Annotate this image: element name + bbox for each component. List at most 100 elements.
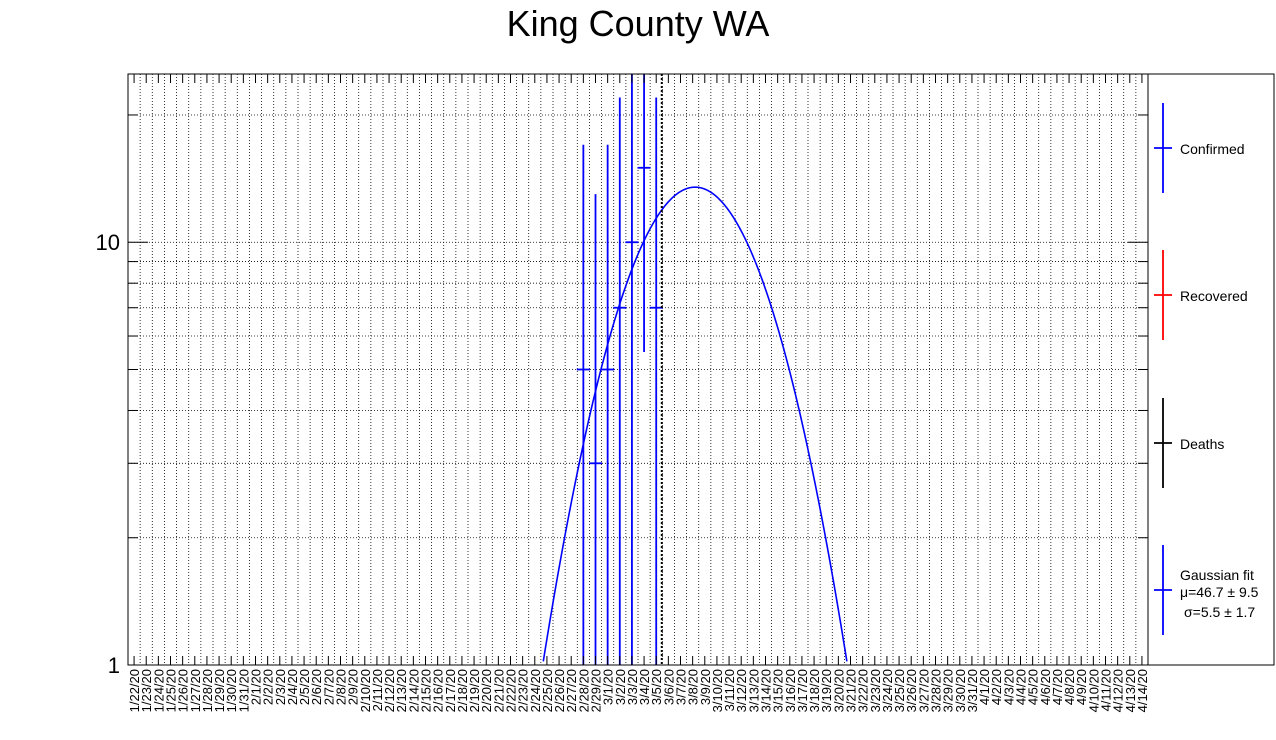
x-tick-label: 3/27/20	[916, 669, 931, 712]
x-tick-label: 3/31/20	[965, 669, 980, 712]
x-tick-label: 2/22/20	[504, 669, 519, 712]
x-tick-label: 1/30/20	[224, 669, 239, 712]
x-tick-label: 1/29/20	[212, 669, 227, 712]
legend-fit-mu: μ=46.7 ± 9.5	[1180, 584, 1259, 600]
x-tick-label: 3/18/20	[807, 669, 822, 712]
legend-deaths-label: Deaths	[1180, 436, 1224, 452]
y-tick-label: 1	[108, 653, 120, 678]
x-tick-label: 2/16/20	[431, 669, 446, 712]
x-tick-label: 2/4/20	[285, 669, 300, 705]
x-tick-label: 2/12/20	[382, 669, 397, 712]
x-tick-label: 3/14/20	[759, 669, 774, 712]
legend: Confirmed Recovered Deaths Gaussian fitμ=46…	[1154, 103, 1259, 635]
x-tick-label: 1/28/20	[200, 669, 215, 712]
x-tick-label: 2/24/20	[528, 669, 543, 712]
x-tick-label: 4/1/20	[977, 669, 992, 705]
x-tick-label: 3/13/20	[746, 669, 761, 712]
x-tick-label: 1/25/20	[164, 669, 179, 712]
x-tick-label: 3/19/20	[819, 669, 834, 712]
x-tick-label: 1/23/20	[139, 669, 154, 712]
x-tick-label: 2/29/20	[589, 669, 604, 712]
x-tick-label: 3/4/20	[637, 669, 652, 705]
x-tick-label: 2/13/20	[394, 669, 409, 712]
x-tick-label: 3/20/20	[831, 669, 846, 712]
x-tick-label: 4/7/20	[1050, 669, 1065, 705]
x-tick-label: 3/22/20	[856, 669, 871, 712]
x-tick-label: 2/3/20	[273, 669, 288, 705]
x-tick-label: 3/16/20	[783, 669, 798, 712]
x-tick-label: 1/24/20	[151, 669, 166, 712]
x-tick-label: 2/10/20	[358, 669, 373, 712]
x-tick-label: 2/20/20	[479, 669, 494, 712]
x-tick-label: 4/4/20	[1014, 669, 1029, 705]
x-tick-label: 2/17/20	[443, 669, 458, 712]
x-tick-label: 2/23/20	[516, 669, 531, 712]
x-tick-label: 3/8/20	[686, 669, 701, 705]
x-tick-label: 3/6/20	[661, 669, 676, 705]
chart-title: King County WA	[507, 3, 770, 44]
x-tick-label: 3/30/20	[953, 669, 968, 712]
x-tick-label: 4/6/20	[1038, 669, 1053, 705]
y-tick-label: 10	[96, 230, 120, 255]
x-tick-label: 2/9/20	[346, 669, 361, 705]
x-tick-label: 4/11/20	[1099, 669, 1114, 711]
x-tick-label: 2/26/20	[552, 669, 567, 712]
x-tick-label: 3/5/20	[649, 669, 664, 705]
x-tick-label: 4/5/20	[1026, 669, 1041, 705]
x-tick-label: 3/15/20	[771, 669, 786, 712]
x-tick-label: 3/29/20	[941, 669, 956, 712]
x-tick-label: 4/14/20	[1135, 669, 1150, 712]
x-tick-label: 2/21/20	[491, 669, 506, 712]
x-tick-label: 3/28/20	[929, 669, 944, 712]
x-tick-label: 2/5/20	[297, 669, 312, 705]
x-tick-label: 3/9/20	[698, 669, 713, 705]
x-tick-label: 2/8/20	[334, 669, 349, 705]
x-tick-label: 4/2/20	[989, 669, 1004, 705]
x-tick-label: 2/2/20	[261, 669, 276, 705]
gaussian-fit-curve	[542, 186, 848, 662]
x-tick-label: 3/26/20	[904, 669, 919, 712]
x-tick-label: 4/8/20	[1062, 669, 1077, 705]
x-tick-label: 3/7/20	[674, 669, 689, 705]
x-tick-label: 4/10/20	[1086, 669, 1101, 712]
x-tick-label: 2/19/20	[467, 669, 482, 712]
legend-confirmed-label: Confirmed	[1180, 141, 1245, 157]
x-tick-label: 2/27/20	[564, 669, 579, 712]
x-tick-label: 3/25/20	[892, 669, 907, 712]
x-tick-label: 3/10/20	[710, 669, 725, 712]
x-tick-label: 2/11/20	[370, 669, 385, 711]
x-tick-label: 4/9/20	[1074, 669, 1089, 705]
x-tick-label: 2/15/20	[419, 669, 434, 712]
x-tick-label: 3/21/20	[844, 669, 859, 712]
x-tick-label: 3/24/20	[880, 669, 895, 712]
x-tick-label: 2/25/20	[540, 669, 555, 712]
x-tick-label: 1/27/20	[188, 669, 203, 712]
grid	[128, 74, 1148, 665]
x-tick-label: 3/17/20	[795, 669, 810, 712]
x-tick-label: 4/13/20	[1123, 669, 1138, 712]
data-marks	[576, 74, 663, 665]
legend-fit-label: Gaussian fit	[1180, 567, 1254, 583]
x-tick-label: 2/28/20	[576, 669, 591, 712]
x-tick-label: 2/18/20	[455, 669, 470, 712]
x-tick-label: 3/2/20	[613, 669, 628, 705]
x-tick-label: 2/1/20	[249, 669, 264, 705]
x-tick-label: 4/3/20	[1001, 669, 1016, 705]
legend-recovered-label: Recovered	[1180, 288, 1248, 304]
x-tick-label: 2/6/20	[309, 669, 324, 705]
x-tick-label: 1/31/20	[236, 669, 251, 712]
x-tick-label: 3/23/20	[868, 669, 883, 712]
x-tick-label: 3/12/20	[734, 669, 749, 712]
legend-fit-sigma: σ=5.5 ± 1.7	[1184, 604, 1255, 620]
axes: 1101/22/201/23/201/24/201/25/201/26/201/…	[96, 73, 1275, 712]
x-tick-label: 2/7/20	[321, 669, 336, 705]
x-tick-label: 3/1/20	[601, 669, 616, 705]
x-tick-label: 1/26/20	[176, 669, 191, 712]
x-tick-label: 4/12/20	[1111, 669, 1126, 712]
x-tick-label: 1/22/20	[127, 669, 142, 712]
x-tick-label: 3/3/20	[625, 669, 640, 705]
x-tick-label: 3/11/20	[722, 669, 737, 711]
fit-curve-layer	[542, 186, 848, 662]
x-tick-label: 2/14/20	[406, 669, 421, 712]
